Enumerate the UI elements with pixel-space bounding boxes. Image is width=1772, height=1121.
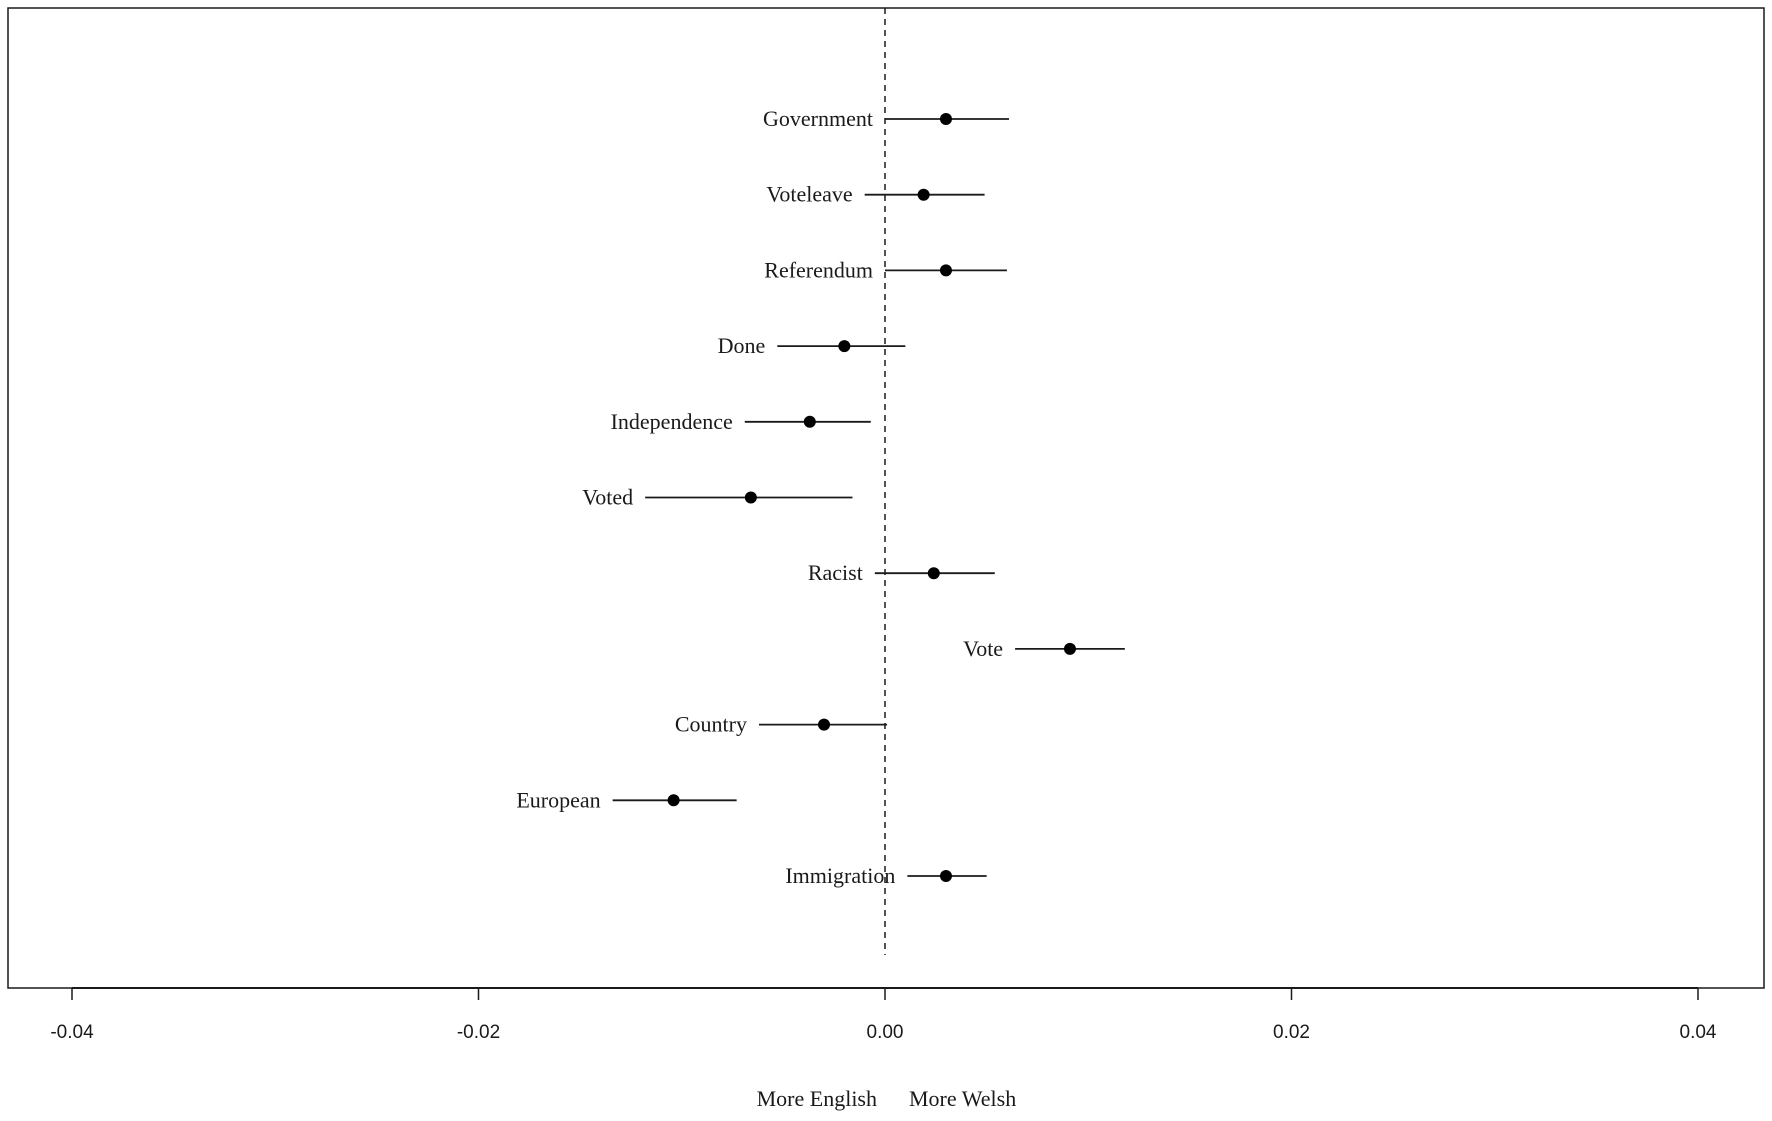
point-label: Done bbox=[718, 333, 766, 358]
estimate-point bbox=[744, 491, 757, 504]
estimate-point bbox=[818, 718, 831, 731]
point-label: Voted bbox=[582, 485, 633, 510]
estimate-point bbox=[939, 113, 952, 125]
point-label: Vote bbox=[963, 636, 1003, 661]
point-label: Independence bbox=[611, 409, 733, 434]
x-axis-label-left: More English bbox=[757, 1086, 877, 1111]
point-label: Referendum bbox=[764, 257, 873, 282]
point-label: Country bbox=[675, 712, 747, 737]
point-label: European bbox=[516, 787, 600, 812]
estimate-point bbox=[927, 567, 940, 580]
x-tick-label: 0.04 bbox=[1680, 1022, 1717, 1043]
estimate-point bbox=[803, 415, 816, 428]
x-tick-label: 0.00 bbox=[867, 1022, 904, 1043]
x-tick-label: -0.04 bbox=[50, 1022, 94, 1043]
estimate-point bbox=[939, 870, 952, 882]
estimate-point bbox=[917, 188, 930, 201]
point-label: Government bbox=[763, 106, 873, 131]
point-label: Immigration bbox=[785, 863, 895, 888]
estimate-point bbox=[1063, 642, 1076, 655]
x-tick-label: 0.02 bbox=[1273, 1022, 1310, 1043]
estimate-point bbox=[838, 340, 851, 353]
x-axis: -0.04 -0.02 0.00 0.02 0.04 bbox=[50, 987, 1717, 1043]
plot-frame bbox=[7, 7, 1765, 989]
estimate-point bbox=[667, 794, 680, 807]
point-label: Voteleave bbox=[766, 182, 852, 207]
x-tick-label: -0.02 bbox=[457, 1022, 500, 1043]
x-axis-label-right: More Welsh bbox=[909, 1086, 1016, 1111]
estimate-point bbox=[939, 264, 952, 277]
point-label: Racist bbox=[808, 560, 863, 585]
chart-marks: Government Voteleave Referendum Done Indepen… bbox=[516, 106, 1125, 888]
